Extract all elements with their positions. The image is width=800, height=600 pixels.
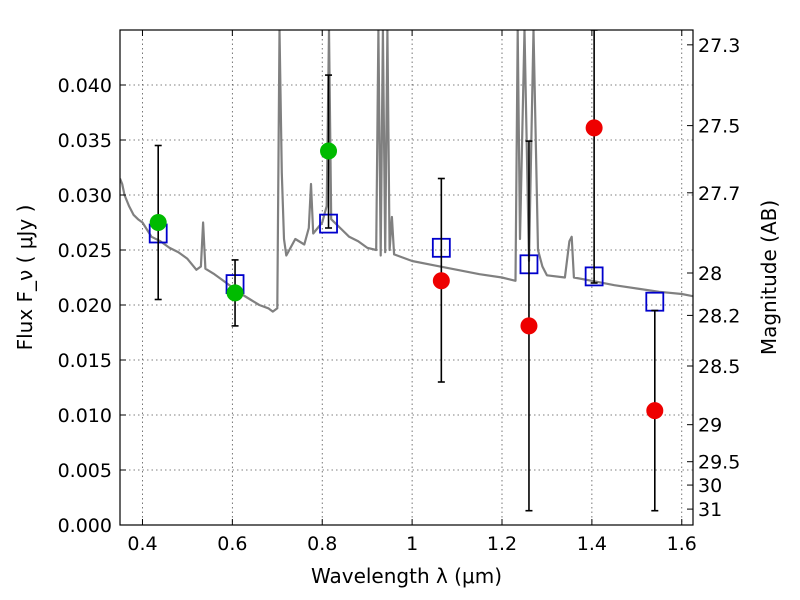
y-tick-label: 0.030 — [58, 185, 112, 207]
y2-tick-label: 27.7 — [698, 183, 740, 205]
y2-tick-label: 28.5 — [698, 356, 740, 378]
nondetected-flux-point — [520, 317, 538, 335]
detected-flux-point — [149, 214, 167, 231]
detected-flux-point — [226, 284, 244, 302]
x-axis-label: Wavelength λ (μm) — [311, 564, 502, 588]
y2-tick-label: 30 — [698, 475, 722, 497]
y-tick-label: 0.000 — [58, 515, 112, 537]
y-tick-label: 0.015 — [58, 350, 112, 372]
y-tick-label: 0.020 — [58, 295, 112, 317]
x-tick-label: 0.6 — [217, 533, 247, 555]
y2-tick-label: 31 — [698, 499, 722, 521]
y2-tick-label: 27.5 — [698, 116, 740, 138]
plot-frame — [119, 29, 694, 526]
x-tick-label: 1 — [406, 533, 418, 555]
plot-area — [120, 30, 693, 512]
x-tick-label: 1.6 — [667, 533, 697, 555]
y-tick-label: 0.005 — [58, 460, 112, 482]
y-tick-label: 0.025 — [58, 240, 112, 262]
plot-content — [120, 30, 693, 512]
nondetected-flux-point — [432, 272, 450, 290]
x-tick-label: 0.4 — [127, 533, 157, 555]
nondetected-flux-point — [646, 402, 664, 420]
y2-axis-label: Magnitude (AB) — [757, 200, 781, 355]
grid-lines — [120, 30, 693, 526]
y2-tick-label: 29.5 — [698, 452, 740, 474]
x-tick-label: 1.4 — [577, 533, 607, 555]
y2-tick-label: 28.2 — [698, 305, 740, 327]
nondetected-flux-point — [585, 119, 603, 137]
x-tick-label: 1.2 — [487, 533, 517, 555]
detected-flux-point — [320, 142, 338, 160]
y2-tick-label: 28 — [698, 263, 722, 285]
y-tick-label: 0.040 — [58, 75, 112, 97]
axes: 0.4 0.6 0.8 1 1.2 1.4 1.6 0.000 0.005 0.010 0.015 0… — [58, 30, 740, 555]
y-tick-label: 0.035 — [58, 130, 112, 152]
y2-tick-label: 27.3 — [698, 35, 740, 57]
y-axis-label: Flux F_ν ( μJy ) — [13, 205, 37, 351]
x-tick-label: 0.8 — [307, 533, 337, 555]
spectrum-line — [120, 30, 693, 313]
y-tick-label: 0.010 — [58, 405, 112, 427]
y2-tick-label: 29 — [698, 415, 722, 437]
